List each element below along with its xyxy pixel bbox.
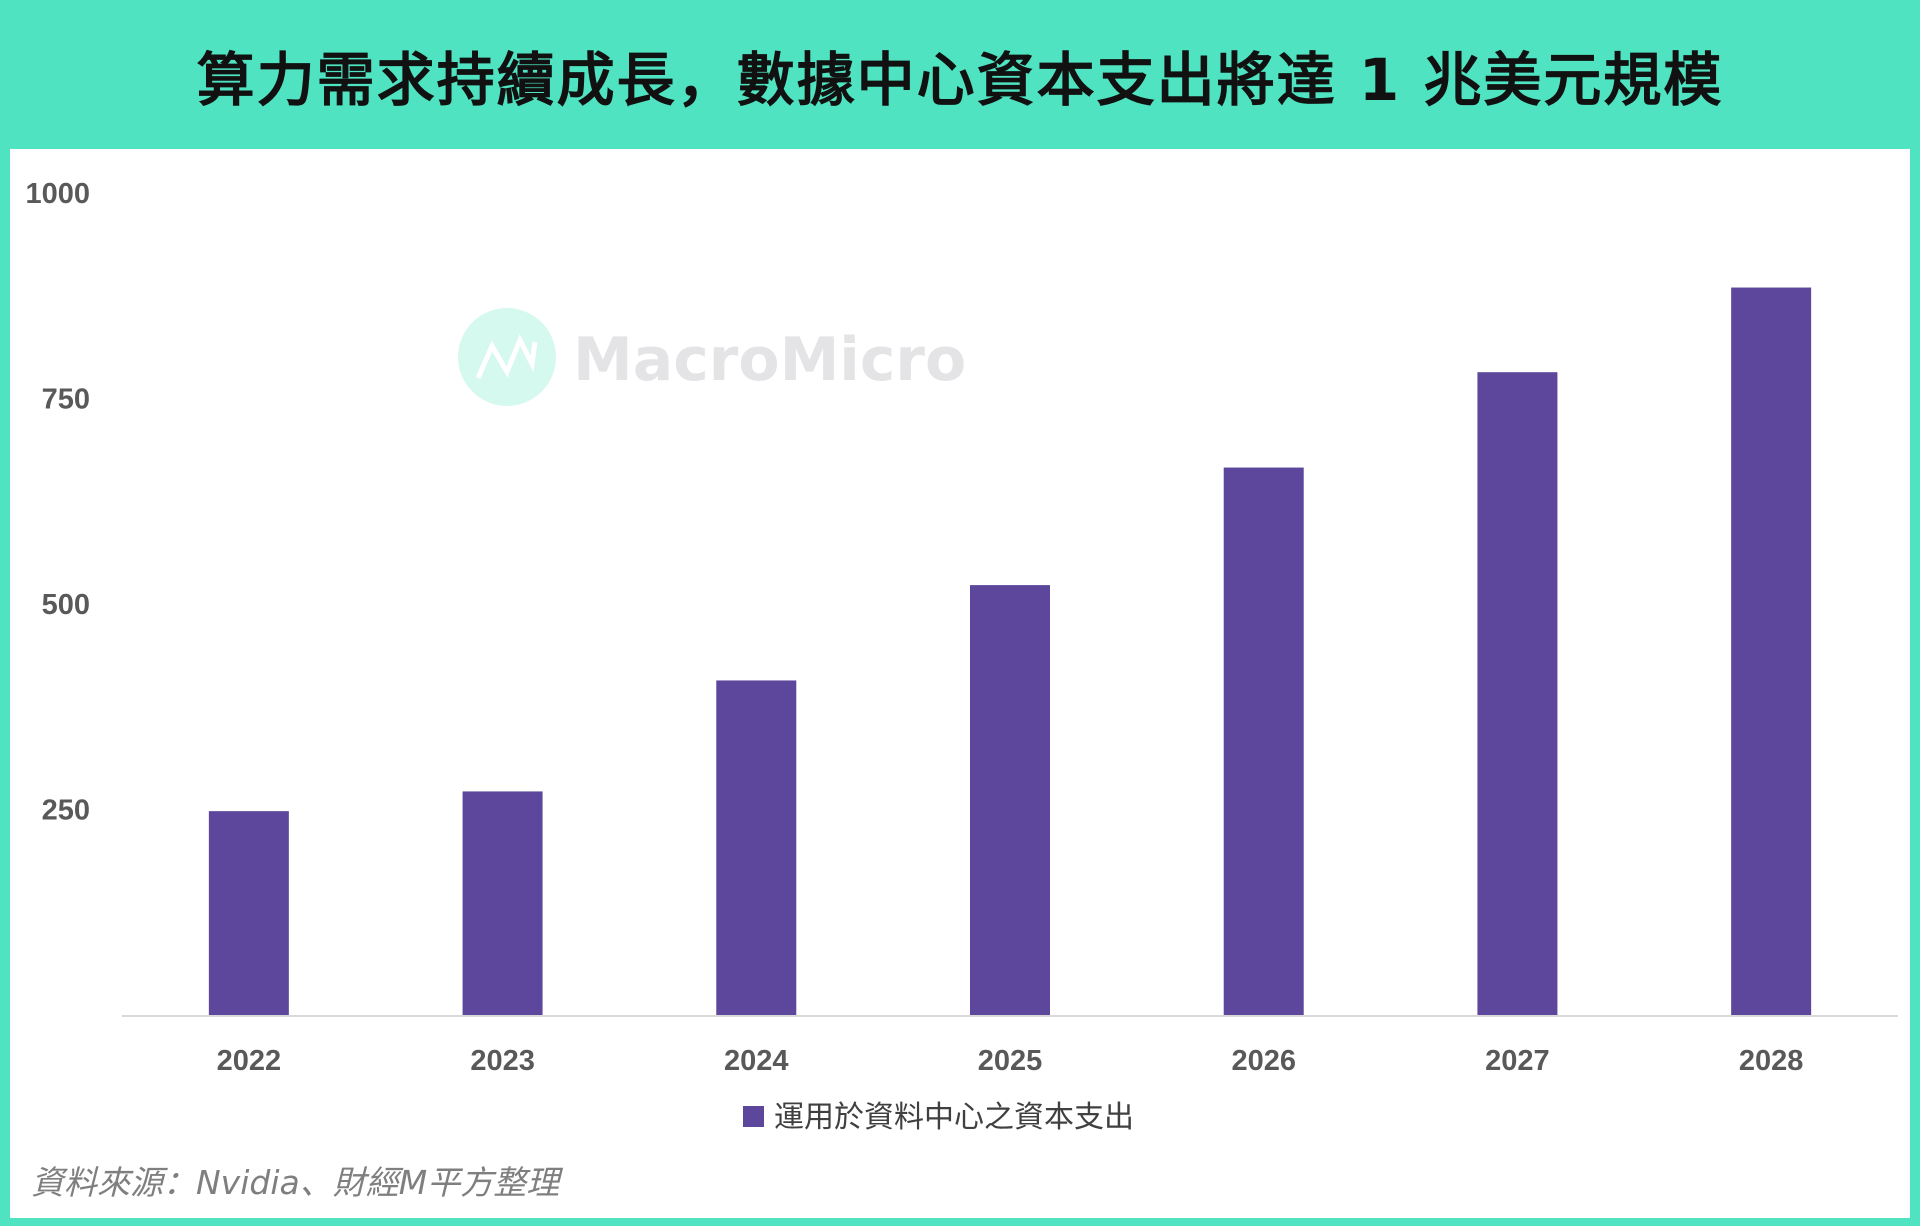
bar-2024: [716, 680, 797, 1015]
x-tick-label: 2028: [1739, 1045, 1804, 1077]
bar-2028: [1731, 287, 1812, 1015]
y-tick-label: 500: [42, 589, 90, 621]
y-tick-label: 1000: [25, 178, 90, 210]
x-tick-label: 2023: [470, 1045, 535, 1077]
bar-2023: [462, 791, 543, 1015]
legend-swatch: [743, 1106, 764, 1127]
x-tick-label: 2022: [217, 1045, 282, 1077]
watermark: MacroMicro: [458, 308, 966, 406]
chart-panel: [10, 149, 1910, 1218]
x-tick-label: 2024: [724, 1045, 789, 1077]
x-tick-label: 2025: [978, 1045, 1043, 1077]
watermark-logo-line: [475, 333, 538, 380]
bar-2025: [970, 585, 1050, 1015]
watermark-text: MacroMicro: [573, 325, 966, 395]
x-tick-label: 2026: [1231, 1045, 1296, 1077]
x-tick-label: 2027: [1485, 1045, 1550, 1077]
legend-label: 運用於資料中心之資本支出: [774, 1100, 1134, 1135]
bar-2027: [1477, 372, 1558, 1015]
bar-2022: [208, 811, 289, 1015]
bar-2026: [1223, 467, 1304, 1016]
y-tick-label: 250: [42, 795, 90, 827]
y-tick-label: 750: [42, 384, 90, 416]
watermark-logo-icon: [458, 308, 556, 406]
source-note: 資料來源：Nvidia、財經M平方整理: [31, 1163, 560, 1202]
legend: 運用於資料中心之資本支出: [743, 1100, 1134, 1135]
chart-title: 算力需求持續成長，數據中心資本支出將達 1 兆美元規模: [196, 45, 1724, 114]
